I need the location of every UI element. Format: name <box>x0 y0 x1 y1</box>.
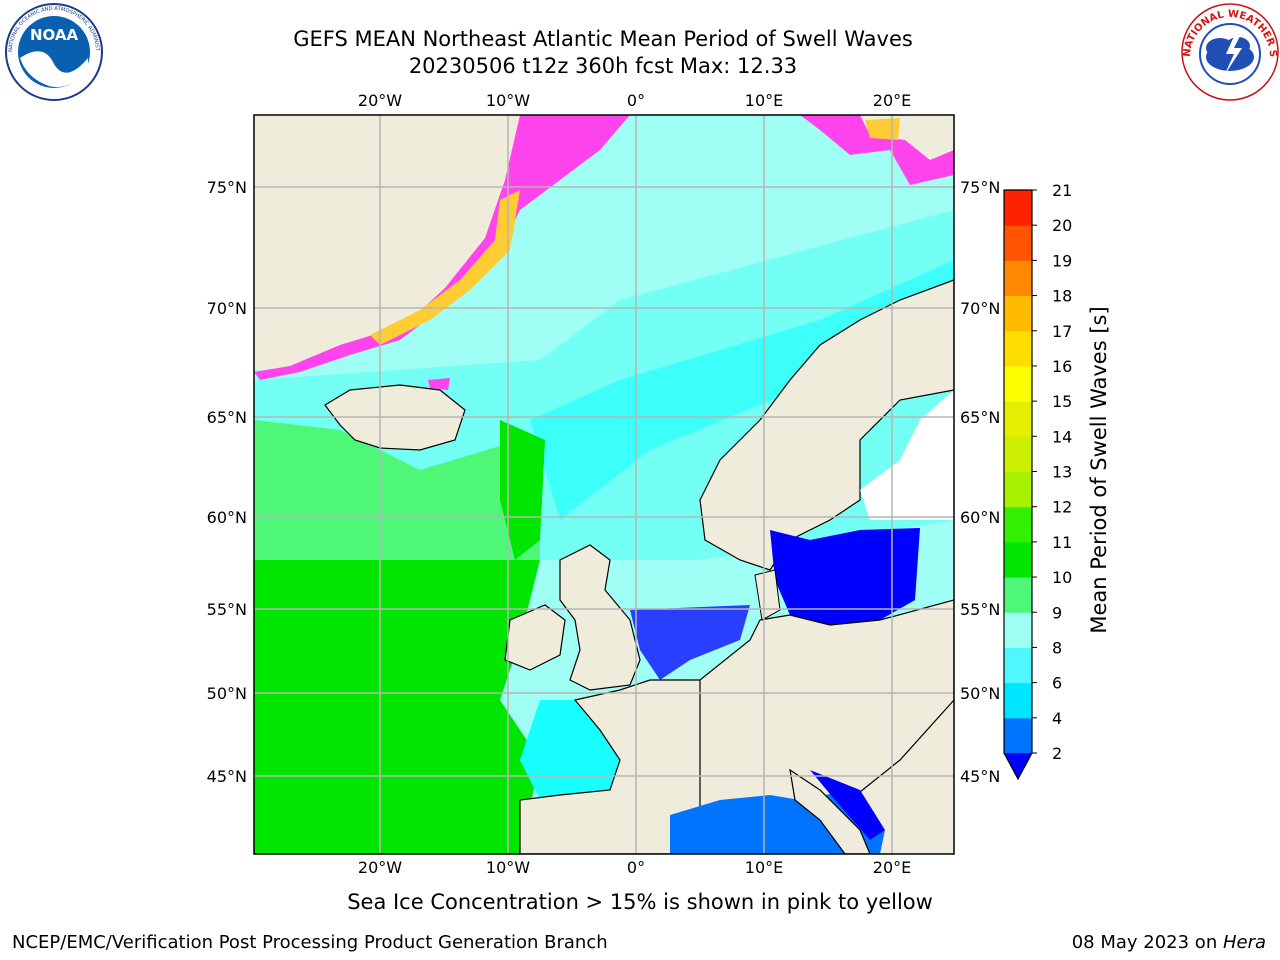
lat-label-left-6: 50°N <box>207 684 247 703</box>
lon-label-bottom-1: 20°W <box>358 858 402 877</box>
lon-label-bottom-4: 10°E <box>745 858 783 877</box>
colorbar-tick-label: 11 <box>1052 533 1072 552</box>
north-sea-blue <box>630 605 750 680</box>
colorbar-tick-label: 9 <box>1052 603 1062 622</box>
sea-ice-yellow-greenland <box>370 190 520 345</box>
denmark-land <box>754 569 781 621</box>
colorbar: 2 4 6 8 9 10 11 12 13 14 15 16 17 18 19 20 21 <box>1003 181 1072 781</box>
colorbar-bin <box>1004 717 1032 754</box>
colorbar-bin <box>1004 225 1032 261</box>
ireland-land <box>504 604 566 671</box>
colorbar-bin <box>1004 330 1032 367</box>
lon-label-bottom-5: 20°E <box>873 858 911 877</box>
colorbar-bin <box>1004 295 1032 332</box>
colorbar-tick-label: 13 <box>1052 463 1072 482</box>
lat-label-left-2: 70°N <box>207 299 247 318</box>
colorbar-tick-label: 16 <box>1052 357 1072 376</box>
lon-label-bottom-2: 10°W <box>486 858 530 877</box>
lon-label-top-5: 20°E <box>873 91 911 110</box>
europe-land <box>639 599 954 854</box>
footer-machine: Hera <box>1222 932 1266 953</box>
colorbar-label: Mean Period of Swell Waves [s] <box>1087 306 1111 633</box>
eastern-land <box>840 520 954 854</box>
colorbar-tick-label: 10 <box>1052 568 1072 587</box>
colorbar-bin <box>1004 506 1032 543</box>
colorbar-bin <box>1004 365 1032 402</box>
chart-title: GEFS MEAN Northeast Atlantic Mean Period… <box>293 27 913 51</box>
colorbar-tick-label: 19 <box>1052 251 1072 270</box>
lat-label-left-3: 65°N <box>207 408 247 427</box>
colorbar-bin <box>1004 401 1032 437</box>
sea-ice-edge-greenland <box>254 115 630 380</box>
graticule <box>254 115 954 854</box>
noaa-logo-text: NOAA <box>30 26 79 44</box>
colorbar-tick-label: 6 <box>1052 674 1062 693</box>
greenland-land <box>254 115 520 370</box>
lat-label-right-3: 65°N <box>960 408 1000 427</box>
lon-labels-bottom: 20°W 10°W 0° 10°E 20°E <box>358 858 911 877</box>
colorbar-tick-label: 2 <box>1052 744 1062 763</box>
ocean-green-ridge <box>500 420 545 560</box>
great-britain-land <box>559 544 641 691</box>
lat-label-right-6: 50°N <box>960 684 1000 703</box>
france-iberia-land <box>519 679 701 854</box>
nws-logo: NATIONAL WEATHER SERVICE <box>1180 2 1279 101</box>
lat-label-left-5: 55°N <box>207 600 247 619</box>
colorbar-bin <box>1004 682 1032 719</box>
colorbar-bin <box>1004 436 1032 472</box>
colorbar-bin <box>1004 471 1032 508</box>
footer-date: 08 May 2023 on Hera <box>1072 932 1266 953</box>
map-field <box>254 115 954 854</box>
lat-labels-right: 75°N 70°N 65°N 60°N 55°N 50°N 45°N <box>960 178 1000 786</box>
gulf-bothnia <box>860 390 954 520</box>
colorbar-tick-label: 8 <box>1052 638 1062 657</box>
lat-label-left-7: 45°N <box>207 767 247 786</box>
italy-land <box>789 768 871 854</box>
colorbar-bin <box>1004 541 1032 578</box>
iceland-ice <box>428 378 450 390</box>
colorbar-tick-label: 15 <box>1052 392 1072 411</box>
colorbar-bin <box>1004 190 1032 226</box>
lon-label-top-4: 10°E <box>745 91 783 110</box>
lon-label-top-2: 10°W <box>486 91 530 110</box>
colorbar-tick-label: 18 <box>1052 287 1072 306</box>
lat-label-left-4: 60°N <box>207 508 247 527</box>
colorbar-under-arrow <box>1004 753 1032 779</box>
adriatic-sea <box>810 770 885 840</box>
lat-labels-left: 75°N 70°N 65°N 60°N 55°N 50°N 45°N <box>207 178 247 786</box>
lat-label-right-7: 45°N <box>960 767 1000 786</box>
colorbar-tick-label: 12 <box>1052 498 1072 517</box>
colorbar-bin <box>1004 612 1032 648</box>
ocean-green-sw <box>254 530 540 854</box>
lat-label-right-4: 60°N <box>960 508 1000 527</box>
colorbar-tick-label: 17 <box>1052 322 1072 341</box>
footer-date-text: 08 May 2023 on <box>1071 932 1223 953</box>
colorbar-tick-label: 4 <box>1052 709 1062 728</box>
baltic-sea <box>770 528 920 625</box>
sea-ice-note: Sea Ice Concentration > 15% is shown in … <box>347 890 933 914</box>
colorbar-bin <box>1004 647 1032 684</box>
colorbar-tick-label: 14 <box>1052 427 1072 446</box>
map-frame <box>253 114 955 855</box>
lon-label-top-1: 20°W <box>358 91 402 110</box>
svalbard-ice-yellow <box>865 118 900 140</box>
lat-label-right-2: 70°N <box>960 299 1000 318</box>
chart-subtitle: 20230506 t12z 360h fcst Max: 12.33 <box>408 54 798 78</box>
lon-label-bottom-3: 0° <box>627 858 645 877</box>
colorbar-tick-label: 21 <box>1052 181 1072 200</box>
colorbar-bin <box>1004 577 1032 613</box>
ocean-lightgreen-west <box>254 420 540 560</box>
lon-label-top-3: 0° <box>627 91 645 110</box>
footer-credit: NCEP/EMC/Verification Post Processing Pr… <box>12 932 608 953</box>
colorbar-bin <box>1004 260 1032 297</box>
lat-label-right-5: 55°N <box>960 600 1000 619</box>
colorbar-frame <box>1003 189 1033 781</box>
lat-label-right-1: 75°N <box>960 178 1000 197</box>
lat-label-left-1: 75°N <box>207 178 247 197</box>
noaa-logo: NOAA NATIONAL OCEANIC AND ATMOSPHERIC AD… <box>4 2 103 101</box>
colorbar-tick-label: 20 <box>1052 216 1072 235</box>
lon-labels-top: 20°W 10°W 0° 10°E 20°E <box>358 91 911 110</box>
